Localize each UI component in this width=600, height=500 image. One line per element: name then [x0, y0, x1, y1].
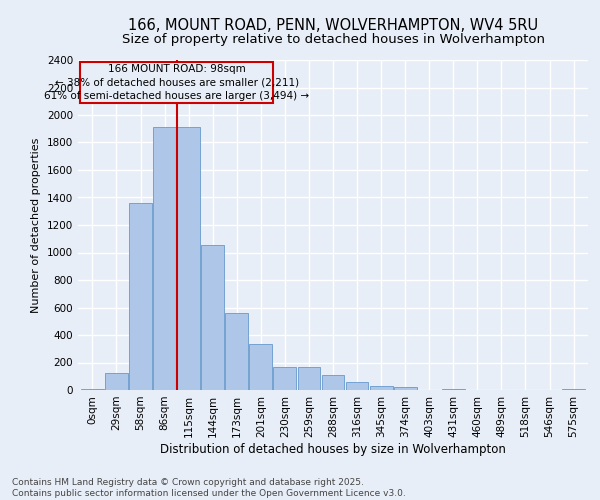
Bar [201, 245, 224, 390]
Bar [346, 382, 368, 390]
Bar [370, 386, 392, 390]
Bar [81, 388, 104, 390]
Bar [322, 375, 344, 390]
Text: Contains HM Land Registry data © Crown copyright and database right 2025.
Contai: Contains HM Land Registry data © Crown c… [12, 478, 406, 498]
Bar [129, 203, 152, 390]
Text: 166 MOUNT ROAD: 98sqm
← 38% of detached houses are smaller (2,211)
61% of semi-d: 166 MOUNT ROAD: 98sqm ← 38% of detached … [44, 64, 309, 101]
Bar [153, 128, 176, 390]
Bar [226, 313, 248, 390]
Bar [250, 344, 272, 390]
Bar [298, 368, 320, 390]
Bar [177, 128, 200, 390]
Text: Size of property relative to detached houses in Wolverhampton: Size of property relative to detached ho… [122, 32, 545, 46]
Y-axis label: Number of detached properties: Number of detached properties [31, 138, 41, 312]
Bar [274, 366, 296, 390]
Bar [394, 386, 416, 390]
Bar [105, 373, 128, 390]
Bar [80, 62, 273, 104]
Text: 166, MOUNT ROAD, PENN, WOLVERHAMPTON, WV4 5RU: 166, MOUNT ROAD, PENN, WOLVERHAMPTON, WV… [128, 18, 538, 32]
X-axis label: Distribution of detached houses by size in Wolverhampton: Distribution of detached houses by size … [160, 442, 506, 456]
